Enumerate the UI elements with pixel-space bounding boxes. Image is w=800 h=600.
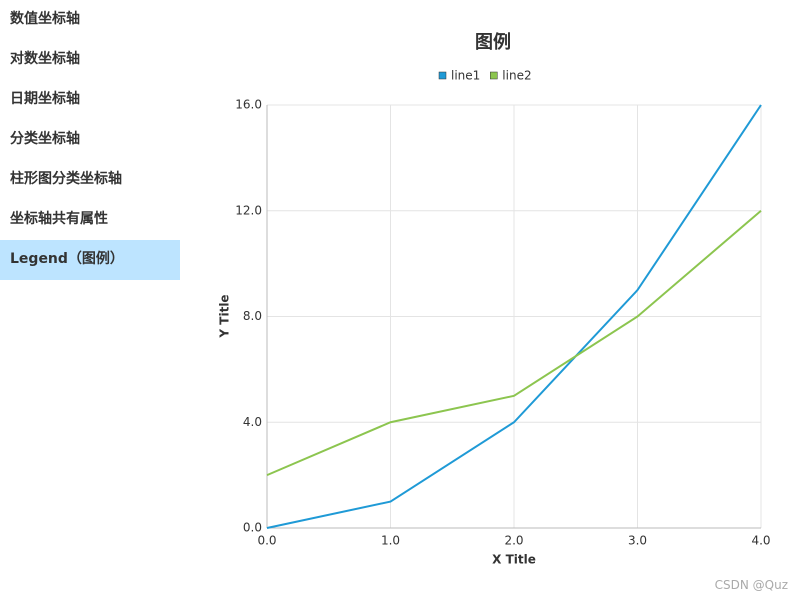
y-tick-label: 4.0 (243, 415, 262, 429)
x-tick-label: 3.0 (628, 534, 647, 548)
watermark: CSDN @Quz (714, 578, 788, 592)
y-tick-label: 12.0 (235, 203, 262, 217)
line (266, 209, 762, 477)
x-axis-title: X Title (492, 553, 536, 567)
y-tick-label: 0.0 (243, 521, 262, 535)
chart-title: 图例 (475, 31, 511, 53)
x-tick-label: 1.0 (381, 534, 400, 548)
line (266, 104, 762, 529)
y-tick-label: 8.0 (243, 309, 262, 323)
nav-item[interactable]: 数值坐标轴 (10, 11, 80, 27)
y-axis-title: Y Title (218, 294, 232, 338)
legend-swatch (490, 71, 498, 80)
nav-item[interactable]: Legend（图例） (0, 240, 180, 280)
legend-swatch (438, 71, 447, 80)
nav-item[interactable]: 柱形图分类坐标轴 (10, 171, 122, 187)
nav-item[interactable]: 分类坐标轴 (10, 131, 80, 147)
y-tick-label: 16.0 (235, 98, 262, 112)
nav-item[interactable]: 对数坐标轴 (10, 51, 80, 67)
nav-item[interactable]: 日期坐标轴 (10, 91, 80, 107)
x-tick-label: 4.0 (751, 534, 770, 548)
nav-item[interactable]: 坐标轴共有属性 (10, 211, 108, 227)
x-tick-label: 0.0 (257, 534, 276, 548)
sidebar: 数值坐标轴对数坐标轴日期坐标轴分类坐标轴柱形图分类坐标轴 坐标轴共有属性 Legen… (0, 0, 180, 280)
legend-label: line1 (451, 69, 480, 83)
x-tick-label: 2.0 (504, 534, 523, 548)
legend-label: line2 (502, 69, 531, 83)
